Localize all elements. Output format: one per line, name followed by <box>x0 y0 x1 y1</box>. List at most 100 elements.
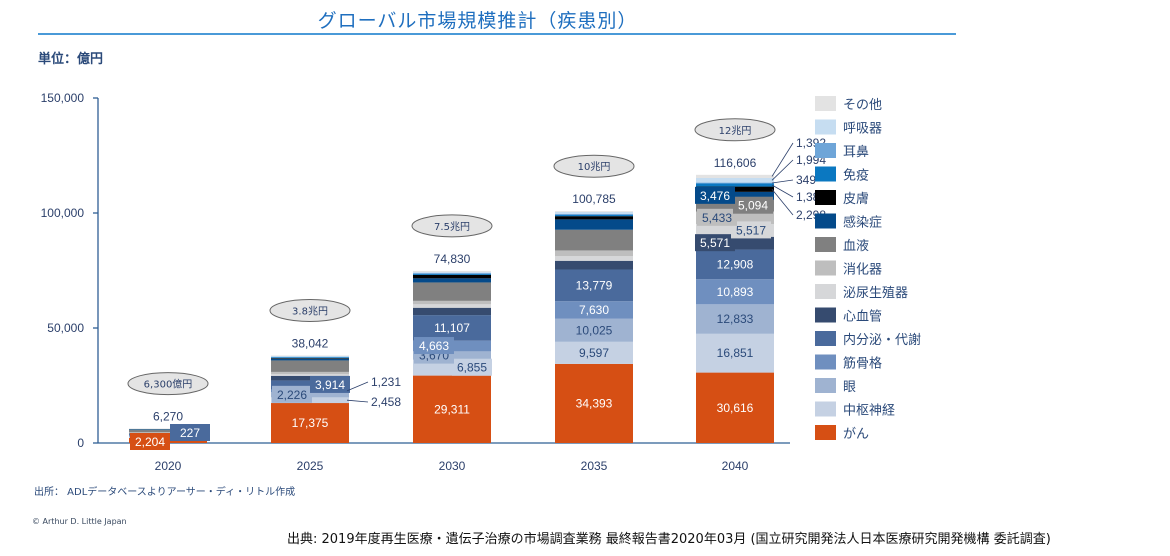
legend: その他呼吸器耳鼻免疫皮膚感染症血液消化器泌尿生殖器心血管内分泌・代謝筋骨格眼中枢… <box>815 96 921 442</box>
legend-swatch <box>815 354 836 370</box>
bar-segment <box>413 282 491 301</box>
legend-swatch <box>815 425 836 440</box>
bar-segment <box>271 356 349 358</box>
bar-segment <box>271 357 349 359</box>
data-label: 227 <box>180 426 200 440</box>
legend-swatch <box>815 96 836 111</box>
bar-segment <box>271 403 349 443</box>
legend-swatch <box>815 237 836 252</box>
legend-swatch <box>815 284 836 299</box>
bar-segment <box>271 356 349 357</box>
data-label: 30,616 <box>717 401 754 415</box>
chart-title: グローバル市場規模推計（疾患別） <box>317 10 638 32</box>
data-label: 7,630 <box>579 303 609 317</box>
data-label: 6,855 <box>457 361 487 375</box>
callout-label: 6,300億円 <box>144 378 193 391</box>
legend-label: 内分泌・代謝 <box>843 332 921 348</box>
source-note: 出所： ADLデータベースよりアーサー・ディ・リトル作成 <box>34 487 296 498</box>
leader-line <box>771 142 794 177</box>
x-tick-label: 2020 <box>155 459 182 473</box>
data-label: 10,893 <box>717 285 754 299</box>
y-tick-label: 50,000 <box>47 321 84 335</box>
callout-label: 10兆円 <box>578 161 611 173</box>
bar-segment <box>555 341 633 364</box>
data-label: 34,393 <box>576 396 613 410</box>
leader-line <box>346 399 369 403</box>
data-label-box <box>170 424 210 441</box>
legend-label: 消化器 <box>843 263 882 278</box>
total-label: 116,606 <box>714 156 757 170</box>
legend-swatch <box>815 307 836 323</box>
bar-segment <box>555 318 633 342</box>
legend-label: 呼吸器 <box>843 122 882 137</box>
data-label: 3,476 <box>700 189 730 203</box>
bar-segment <box>555 215 633 217</box>
bar-segment <box>696 174 774 179</box>
bar-segment <box>555 216 633 220</box>
legend-swatch <box>815 119 836 135</box>
data-label: 2,226 <box>277 388 307 402</box>
data-label: 5,094 <box>738 199 768 213</box>
legend-label: 血液 <box>843 239 869 254</box>
leader-line <box>771 179 794 184</box>
data-label-box <box>310 375 350 393</box>
data-label: 10,025 <box>576 323 613 337</box>
bar-segment <box>555 219 633 230</box>
bar-segment <box>555 260 633 270</box>
bar-segment <box>555 229 633 251</box>
total-label: 38,042 <box>292 337 329 351</box>
bar-segment <box>413 307 491 316</box>
bar-segment <box>555 213 633 216</box>
bar-segment <box>413 278 491 283</box>
callout-label: 12兆円 <box>719 125 752 137</box>
data-label: 13,779 <box>576 278 613 292</box>
data-label-box <box>695 234 735 252</box>
legend-swatch <box>815 378 836 393</box>
bar-segment <box>413 270 491 273</box>
stacked-bar-chart: 0 50,000 100,000 150,000 2020 2025 2030 2035 204… <box>41 91 921 473</box>
data-label-box <box>452 358 492 376</box>
data-label: 9,597 <box>579 346 609 360</box>
data-label-box <box>733 196 773 214</box>
data-label: 5,433 <box>702 211 732 225</box>
bar-segment <box>696 333 774 373</box>
copyright: © Arthur D. Little Japan <box>32 517 127 526</box>
legend-swatch <box>815 260 836 276</box>
legend-label: 心血管 <box>843 310 882 325</box>
bar-segment <box>129 430 207 433</box>
legend-swatch <box>815 331 836 346</box>
data-label: 5,571 <box>700 236 730 250</box>
bar-segment <box>271 358 349 359</box>
title-divider <box>38 33 956 35</box>
callout-label: 3.8兆円 <box>292 306 328 318</box>
callout-oval <box>269 299 351 323</box>
data-label: 29,311 <box>434 402 470 416</box>
bar-segment <box>696 183 774 187</box>
total-label: 6,270 <box>153 410 183 424</box>
legend-label: 皮膚 <box>843 191 869 207</box>
legend-swatch <box>815 166 836 182</box>
total-label: 100,785 <box>572 192 616 206</box>
data-label: 4,663 <box>419 339 449 353</box>
bar-segment <box>696 279 774 305</box>
bar-segment <box>413 304 491 308</box>
data-label-box <box>414 337 454 355</box>
y-tick-label: 150,000 <box>41 91 85 105</box>
bar-segment <box>555 250 633 257</box>
y-tick-label: 0 <box>77 436 84 450</box>
bar-segment <box>555 212 633 214</box>
legend-label: 中枢神経 <box>843 404 895 419</box>
bar-segment <box>555 211 633 213</box>
x-tick-label: 2025 <box>297 459 324 473</box>
bar-segment <box>413 315 491 341</box>
bar-segment <box>413 300 491 305</box>
data-label: 1,231 <box>371 375 401 389</box>
callout-oval <box>411 214 493 238</box>
leader-line <box>771 188 794 216</box>
bar-segment <box>696 372 774 443</box>
legend-label: 泌尿生殖器 <box>843 285 908 301</box>
x-tick-label: 2035 <box>581 459 608 473</box>
data-label-box <box>731 221 771 239</box>
legend-label: 筋骨格 <box>843 356 882 372</box>
callout-oval <box>553 154 635 178</box>
